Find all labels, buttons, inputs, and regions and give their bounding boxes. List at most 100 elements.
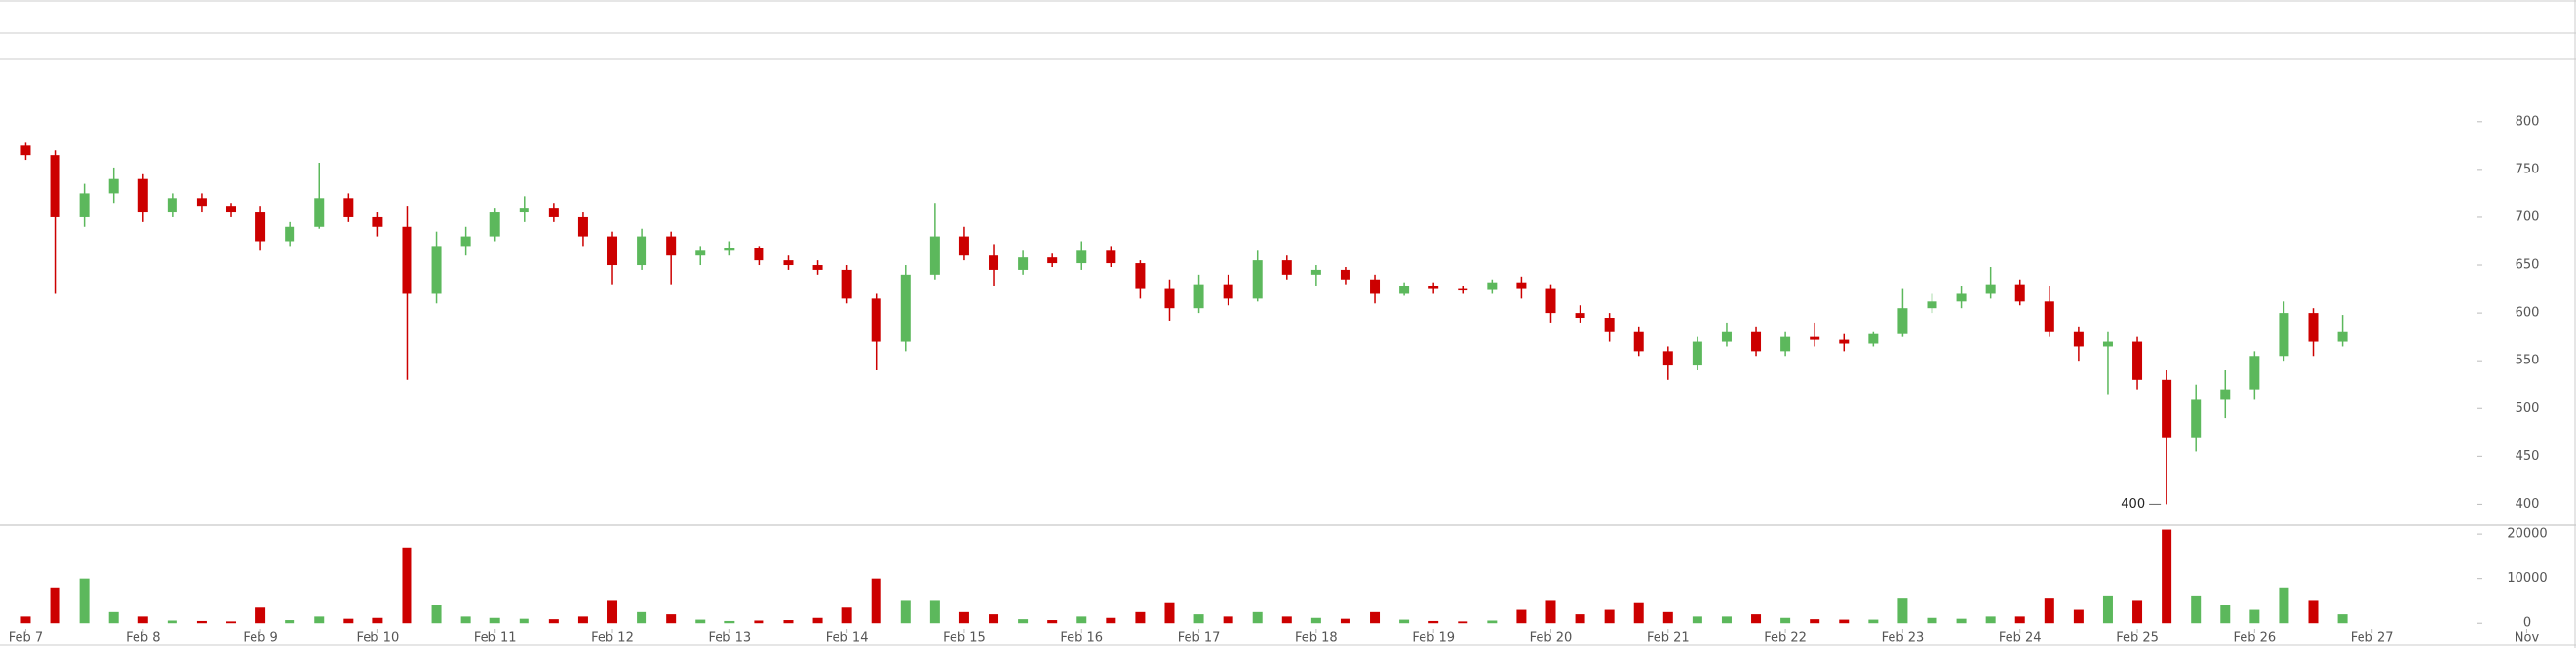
volume-bar [929,600,940,624]
candle-body [255,212,266,242]
volume-bar [1839,619,1850,624]
candle-body [1487,282,1498,290]
candle-body [900,274,911,342]
y-tick-label: 600 [2516,306,2540,321]
candle-body [871,298,881,342]
volume-bar [167,620,177,624]
volume-bar [1223,616,1233,624]
volume-bar [1193,614,1204,624]
candle-body [196,198,207,207]
volume-bar [1164,602,1175,624]
volume-bar [1310,617,1321,624]
candle-body [372,216,383,227]
volume-bar [1780,617,1791,624]
candle-body [1985,284,1996,294]
volume-bar [1868,619,1879,624]
y-tick-label: 500 [2516,401,2540,416]
x-tick-label: Feb 25 [2116,631,2159,646]
candle-body [958,236,969,256]
volume-bar [1252,611,1263,624]
volume-bar [607,600,618,624]
candle-body [1751,331,1762,352]
volume-bar [2249,609,2260,624]
volume-bar [1370,611,1381,624]
candle-body [2220,389,2231,400]
candle-body [2102,341,2113,347]
y-tick-label: 650 [2516,258,2540,273]
candle-body [1370,279,1381,294]
x-tick-label: Feb 15 [943,631,986,646]
candle-body [1927,301,1937,309]
volume-bar [1047,620,1058,624]
candle-body [167,198,177,213]
volume-bar [1340,618,1350,624]
volume-tick-label: 0 [2523,616,2531,630]
candle-body [1018,257,1029,270]
candle-body [1223,284,1233,299]
volume-bar [285,620,295,624]
volume-bar [2073,609,2084,624]
volume-bar [372,617,383,624]
candle-body [1076,250,1087,264]
volume-bar [137,616,148,624]
candle-body [2073,331,2084,347]
volume-bar [2220,605,2231,624]
volume-bar [1106,617,1116,624]
volume-bar [50,587,60,624]
volume-bar [2337,614,2348,624]
candle-body [1106,250,1116,264]
candle-body [1164,288,1175,309]
candle-body [1897,308,1908,334]
candle-body [79,193,90,217]
candle-body [402,226,412,294]
volume-bar [226,621,237,624]
volume-bar [2162,529,2172,624]
candle-body [2014,284,2025,302]
x-tick-label: Feb 17 [1178,631,1221,646]
candle-body [431,246,442,294]
volume-bar [2102,595,2113,624]
candle-body [1633,331,1644,352]
volume-bar [519,618,529,624]
candle-body [2337,331,2348,342]
x-tick-label: Feb 26 [2234,631,2277,646]
candle-body [1516,282,1527,289]
candle-body [1692,341,1702,366]
volume-bar [1281,616,1292,624]
candle-body [314,198,325,227]
volume-bar [1018,619,1029,624]
volume-bar [989,614,999,624]
volume-bar [1927,617,1937,624]
y-tick-label: 550 [2516,354,2540,368]
volume-bar [1076,616,1087,624]
volume-bar [548,619,559,624]
candle-body [1310,269,1321,275]
candle-body [1780,336,1791,352]
candle-body [989,255,999,270]
candle-body [1956,293,1967,302]
candle-body [724,248,735,251]
y-tick-label: 450 [2516,449,2540,464]
y-tick-label: 400 [2516,497,2540,512]
y-tick-label: 750 [2516,162,2540,176]
candle-body [2279,313,2289,357]
candle-body [1868,333,1879,344]
candle-body [226,206,237,213]
candle-body [607,236,618,266]
x-tick-label: Feb 23 [1882,631,1925,646]
volume-bar [1633,602,1644,624]
x-tick-label: Feb 21 [1647,631,1690,646]
volume-bar [79,578,90,624]
x-tick-label: Feb 10 [357,631,400,646]
candle-body [1047,257,1058,264]
candle-body [1458,288,1468,291]
candle-body [754,248,764,261]
volume-bar [255,607,266,624]
x-tick-label: Feb 8 [126,631,160,646]
candle-body [1428,286,1439,289]
volume-bar [724,620,735,624]
volume-bar [2044,598,2054,624]
volume-bar [1810,619,1820,624]
volume-bar [1487,620,1498,624]
